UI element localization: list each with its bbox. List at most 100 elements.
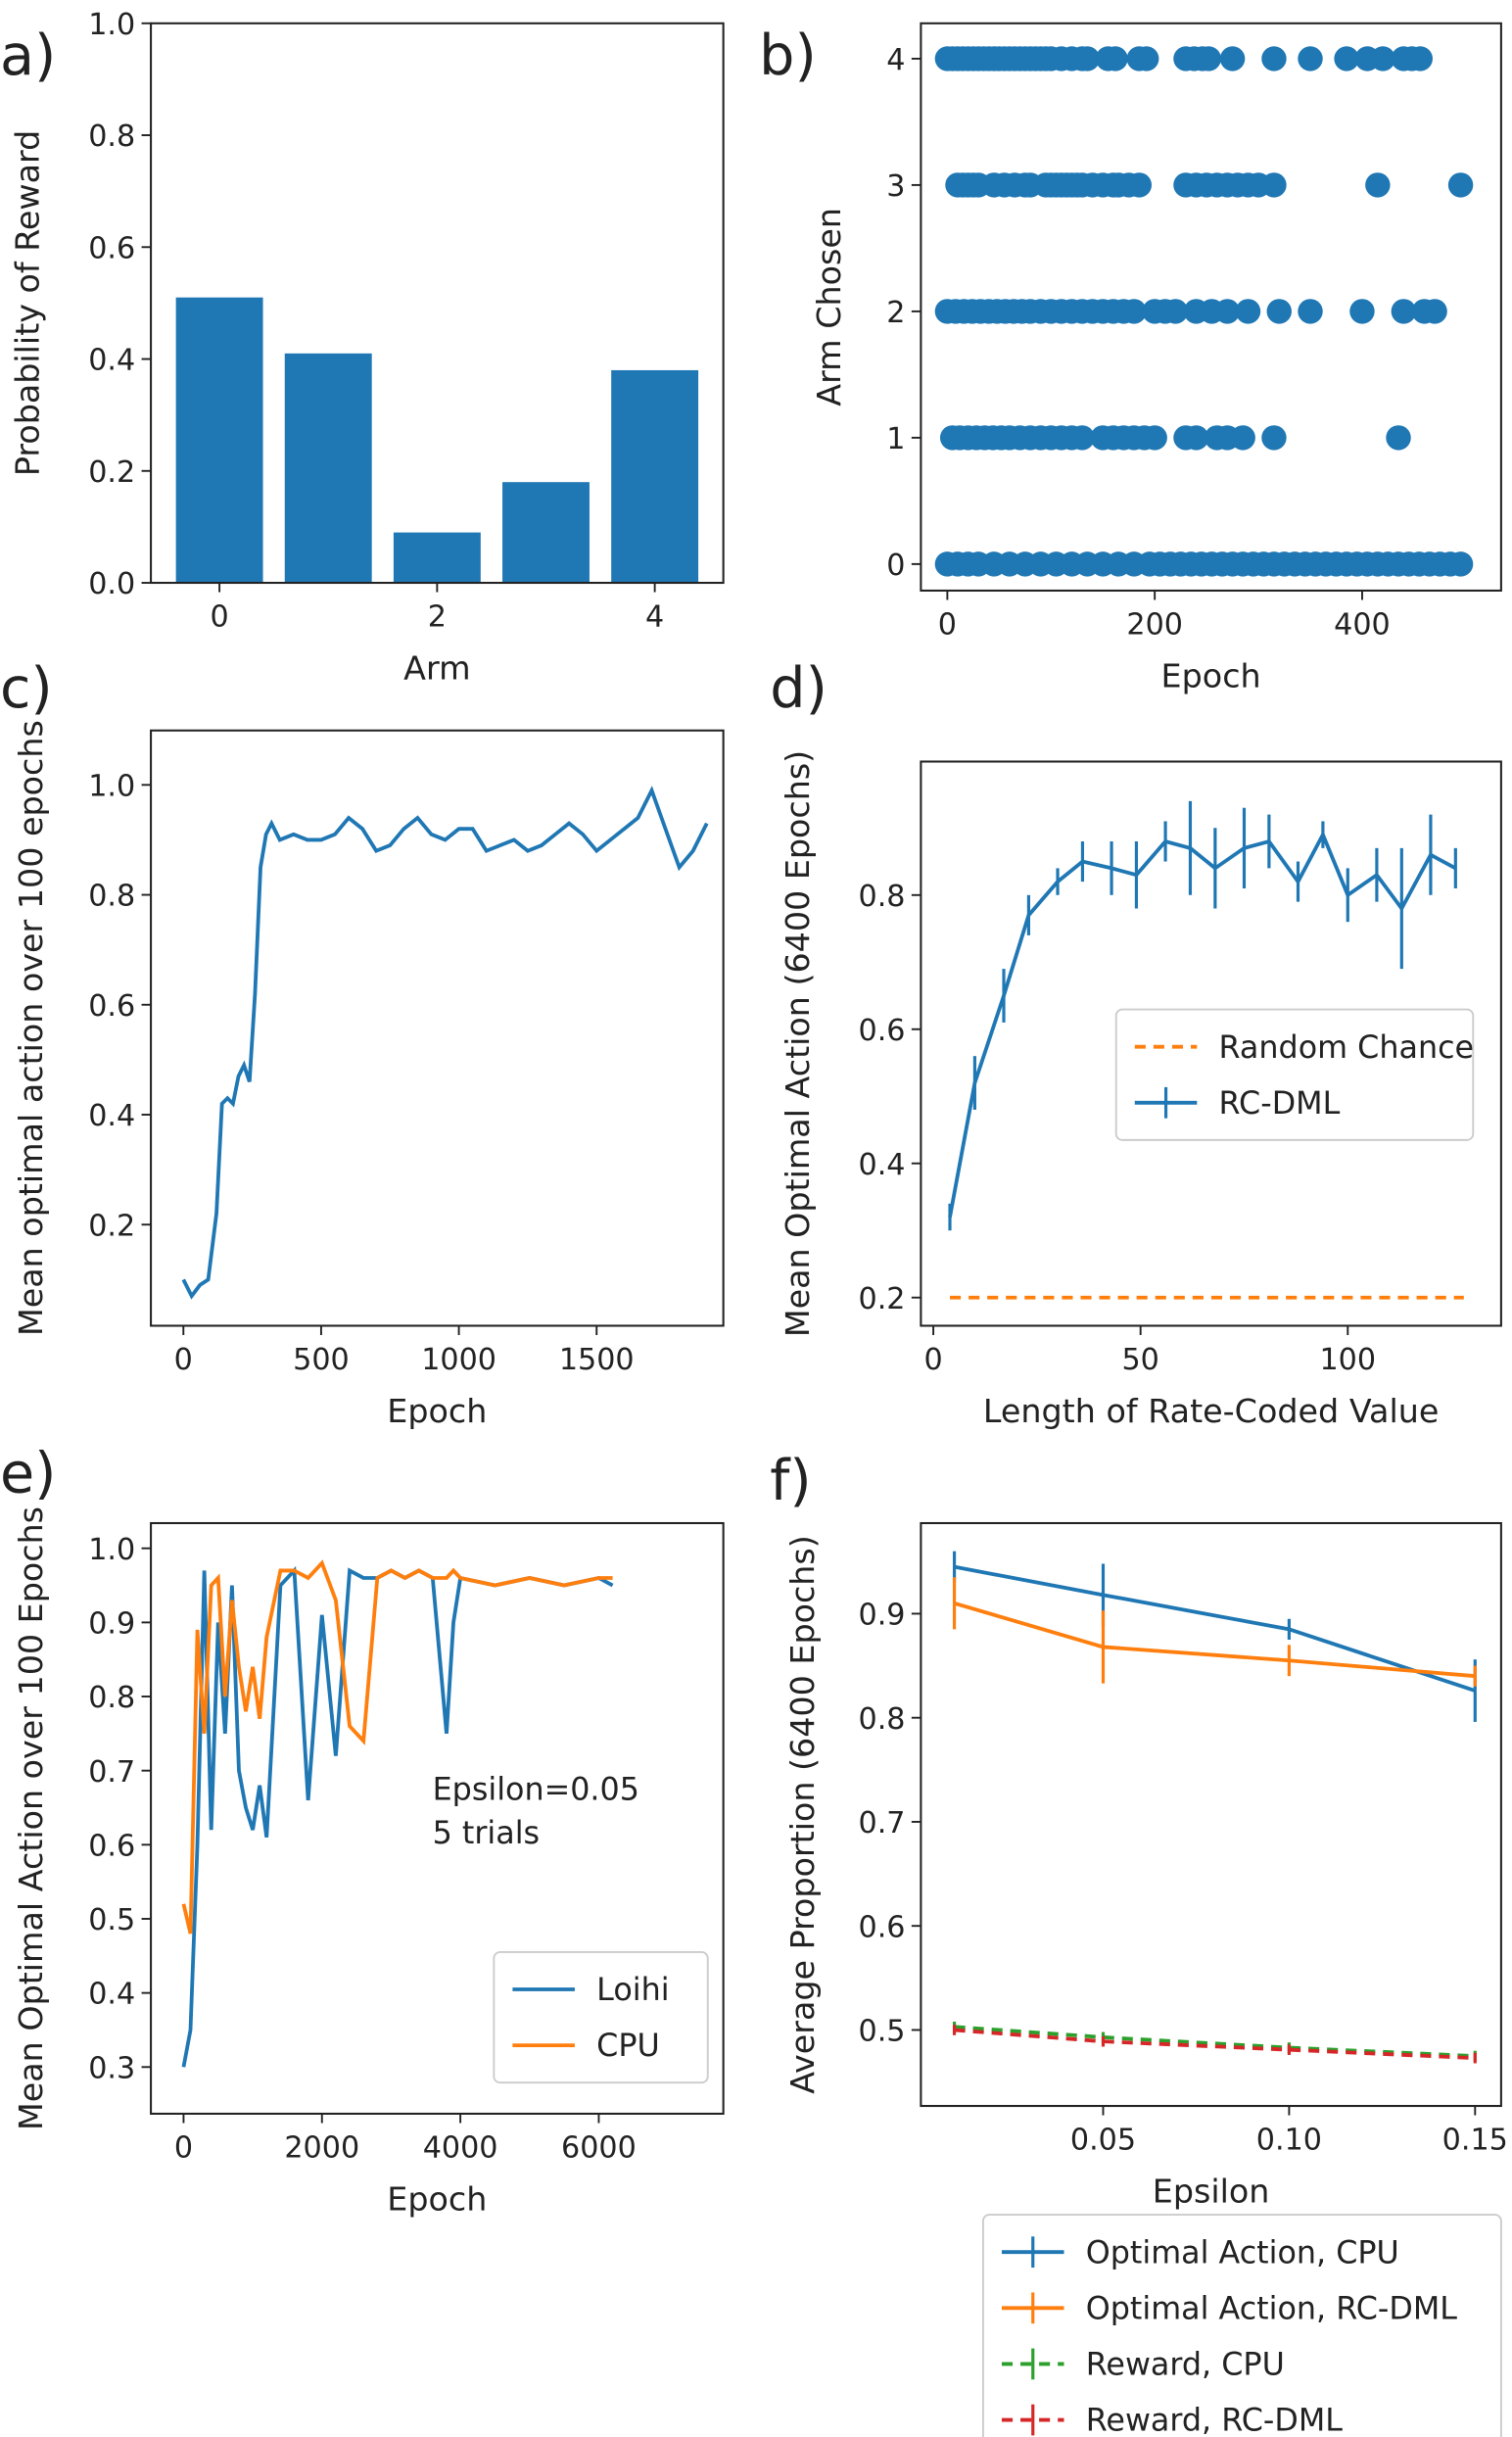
bar [611,369,699,584]
bar [502,482,590,584]
x-tick-label: 100 [1319,1343,1376,1377]
axes-frame [150,729,725,1327]
scatter-point [1386,425,1411,451]
annotation: Epsilon=0.05 [433,1772,639,1807]
line [954,2025,1476,2058]
line [954,2028,1476,2061]
legend-label: Random Chance [1219,1030,1475,1066]
y-axis-label: Arm Chosen [810,208,848,406]
plot-area [181,786,709,1300]
x-tick-label: 0 [174,1343,193,1377]
x-tick-label: 0 [174,2130,193,2165]
y-axis-label: Average Proportion (6400 Epochs) [783,1535,822,2094]
y-axis-label: Mean Optimal Action (6400 Epochs) [779,750,817,1337]
x-tick-label: 4000 [423,2130,498,2165]
y-tick-label: 0.3 [88,2051,135,2085]
x-tick-label: 2 [428,599,447,634]
scatter-point [1196,46,1221,72]
y-tick-label: 0.4 [88,1978,135,2012]
x-tick-label: 6000 [561,2130,637,2165]
x-axis-label: Epoch [387,2179,487,2218]
panel-label: e) [0,1441,56,1505]
scatter-point [1298,299,1323,324]
y-tick-label: 0.7 [858,1806,905,1840]
axes-frame [150,22,725,585]
y-tick-label: 4 [886,43,905,77]
y-tick-label: 0.8 [858,1702,905,1737]
x-tick-label: 400 [1334,607,1391,642]
line [954,1564,1476,1693]
y-axis-label: Mean optimal action over 100 epochs [12,720,50,1336]
legend-frame [981,2214,1502,2437]
y-tick-label: 0.2 [858,1282,905,1316]
x-tick-label: 0.10 [1256,2123,1322,2157]
bar [393,532,481,584]
scatter-point [1126,172,1153,198]
scatter-point [1183,425,1209,451]
panel-label: c) [0,656,53,721]
panel-label: a) [0,24,56,88]
line [948,830,1457,1218]
legend-frame [1114,1008,1475,1141]
scatter-point [1334,46,1359,72]
scatter-point [1103,46,1128,72]
annotation: 5 trials [433,1816,540,1851]
plot-area [952,1551,1477,2064]
y-tick-label: 1 [886,422,905,456]
y-tick-label: 0.9 [858,1599,905,1633]
x-axis-label: Epoch [1161,656,1261,694]
x-axis-label: Epsilon [1153,2172,1270,2210]
scatter-point [1261,46,1287,72]
y-tick-label: 1.0 [88,8,135,42]
x-tick-label: 0 [923,1343,942,1377]
x-tick-label: 200 [1126,607,1183,642]
y-tick-label: 1.0 [88,769,135,803]
panel-label: d) [770,656,827,721]
scatter-point [1370,46,1395,72]
panel-label: b) [759,24,817,88]
y-tick-label: 0.2 [88,1209,135,1243]
y-tick-label: 0.2 [88,455,135,490]
scatter-point [1134,46,1159,72]
x-tick-label: 0.15 [1442,2123,1508,2157]
y-tick-label: 0.4 [88,344,135,378]
x-tick-label: 2000 [284,2130,359,2165]
x-tick-label: 0 [938,607,957,642]
x-tick-label: 0 [210,599,228,634]
legend-label: CPU [596,2029,660,2064]
line [181,1559,613,1935]
axes-frame [150,1521,725,2115]
x-tick-label: 4 [645,599,664,634]
legend-label: RC-DML [1219,1086,1341,1122]
y-tick-label: 0.4 [88,1099,135,1133]
scatter-point [1214,299,1241,324]
y-tick-label: 0.6 [858,1910,905,1944]
legend-label: Optimal Action, RC-DML [1086,2291,1457,2326]
scatter-point [1230,425,1255,451]
bar [284,353,372,584]
y-tick-label: 0.8 [858,880,905,914]
y-tick-label: 0.6 [858,1014,905,1048]
y-axis-label: Probability of Reward [9,130,47,476]
scatter-point [1219,46,1246,72]
axes-frame [920,1521,1502,2108]
scatter-point [1261,425,1287,451]
y-tick-label: 0.0 [88,567,135,601]
legend-label: Loihi [596,1973,669,2008]
y-tick-label: 0.6 [88,989,135,1024]
scatter-point [1069,425,1095,451]
plot-area [181,1559,614,2068]
y-tick-label: 0 [886,549,905,583]
legend-label: Reward, RC-DML [1086,2404,1344,2437]
x-axis-label: Epoch [387,1392,487,1430]
scatter-point [1422,299,1447,324]
scatter-point [1162,299,1189,324]
plot-area [175,297,699,584]
scatter-point [1266,299,1292,324]
bar [175,297,263,584]
x-tick-label: 50 [1121,1343,1158,1377]
y-tick-label: 0.6 [88,1829,135,1863]
y-axis-label: Mean Optimal Action over 100 Epochs [12,1506,50,2130]
scatter-point [1349,299,1375,324]
